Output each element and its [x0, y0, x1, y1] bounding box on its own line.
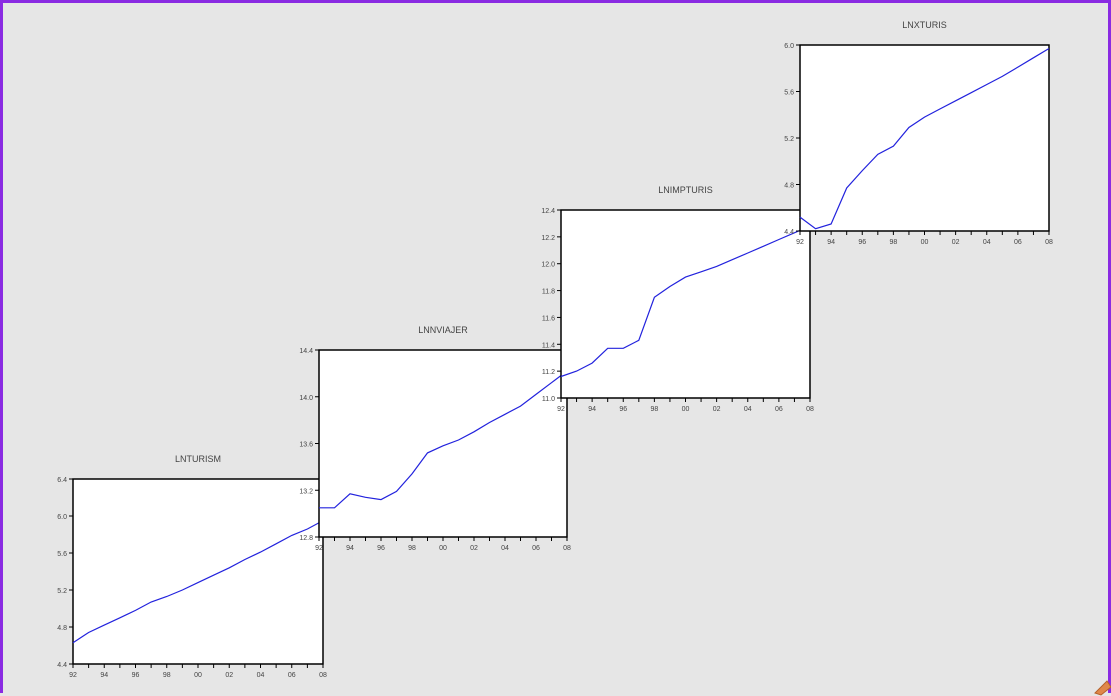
chart-title: LNXTURIS	[902, 20, 947, 30]
x-tick-label: 02	[713, 406, 721, 413]
series-line-lnxturis	[799, 47, 1050, 230]
plot-area	[560, 209, 811, 399]
y-tick-label: 11.2	[542, 369, 555, 376]
y-tick-label: 12.8	[299, 535, 313, 542]
x-tick-label: 04	[744, 406, 752, 413]
x-tick-label: 00	[439, 545, 447, 552]
x-tick-label: 06	[775, 406, 783, 413]
chart-panel-1: LNTURISM 92 94 96 98 00 02 04 06 08 4.4 4.8 5.2 5.6 6.…	[57, 454, 327, 679]
y-tick-label: 11.8	[542, 289, 555, 296]
y-tick-label: 11.0	[542, 396, 555, 403]
x-tick-label: 96	[377, 545, 385, 552]
x-tick-label: 08	[319, 672, 327, 679]
x-tick-label: 06	[1014, 239, 1022, 246]
y-tick-label: 4.4	[784, 229, 794, 236]
y-tick-label: 4.4	[57, 662, 67, 669]
chart-svg: LNTURISM 92 94 96 98 00 02 04 06 08 4.4 4.8 5.2 5.6 6.…	[57, 20, 1111, 696]
x-tick-label: 94	[588, 406, 596, 413]
chart-title: LNIMPTURIS	[658, 185, 713, 195]
y-tick-label: 12.2	[541, 235, 555, 242]
x-tick-label: 92	[69, 672, 77, 679]
x-tick-label: 04	[983, 239, 991, 246]
y-tick-label: 4.8	[57, 625, 67, 632]
x-tick-label: 92	[557, 406, 565, 413]
chart-title: LNNVIAJER	[418, 325, 468, 335]
y-tick-label: 12.4	[541, 208, 555, 215]
x-tick-label: 00	[921, 239, 929, 246]
x-tick-label: 96	[858, 239, 866, 246]
x-tick-label: 04	[501, 545, 509, 552]
x-tick-label: 06	[288, 672, 296, 679]
chart-panel-4: LNXTURIS 92 94 96 98 00 02 04 06 08 4.4 4.8 5.2 5.6 6.…	[784, 20, 1053, 246]
x-tick-label: 92	[796, 239, 804, 246]
series-line-lnimpturis	[560, 225, 811, 378]
y-tick-label: 13.2	[299, 488, 313, 495]
plot-area	[318, 349, 568, 538]
plot-area	[72, 478, 324, 665]
x-tick-label: 00	[194, 672, 202, 679]
x-tick-label: 98	[889, 239, 897, 246]
y-tick-label: 5.2	[57, 588, 67, 595]
x-tick-label: 94	[827, 239, 835, 246]
x-tick-label: 96	[619, 406, 627, 413]
x-tick-label: 94	[346, 545, 354, 552]
x-tick-label: 00	[682, 406, 690, 413]
series-line-lnturism	[72, 520, 324, 644]
y-tick-label: 6.4	[57, 477, 67, 484]
x-tick-label: 02	[952, 239, 960, 246]
x-tick-label: 98	[408, 545, 416, 552]
x-tick-label: 04	[257, 672, 265, 679]
y-tick-label: 12.0	[541, 262, 555, 269]
y-tick-label: 6.0	[57, 514, 67, 521]
x-tick-label: 98	[163, 672, 171, 679]
y-tick-label: 11.6	[542, 315, 555, 322]
y-tick-label: 4.8	[784, 183, 794, 190]
x-tick-label: 08	[563, 545, 571, 552]
y-tick-label: 5.6	[57, 551, 67, 558]
x-tick-label: 94	[100, 672, 108, 679]
plot-area	[799, 44, 1050, 232]
y-tick-label: 14.4	[299, 348, 313, 355]
y-tick-label: 13.6	[299, 442, 313, 449]
x-tick-label: 02	[225, 672, 233, 679]
x-tick-label: 08	[806, 406, 814, 413]
chart-title: LNTURISM	[175, 454, 221, 464]
x-tick-label: 96	[132, 672, 140, 679]
x-tick-label: 92	[315, 545, 323, 552]
series-line-lnnviajer	[319, 370, 568, 509]
y-tick-label: 6.0	[784, 43, 794, 50]
x-tick-label: 08	[1045, 239, 1053, 246]
chart-panel-2: LNNVIAJER 92 94 96 98 00 02 04 06 08 12.8 13.2 13.6 1…	[299, 325, 571, 552]
chart-panel-3: LNIMPTURIS 92 94 96 98 00 02 04 06 08 11.0 11.2 11.4…	[541, 185, 814, 413]
x-tick-label: 98	[650, 406, 658, 413]
x-tick-label: 02	[470, 545, 478, 552]
x-tick-label: 06	[532, 545, 540, 552]
y-tick-label: 5.6	[784, 90, 794, 97]
y-tick-label: 11.4	[542, 342, 555, 349]
y-tick-label: 14.0	[299, 395, 313, 402]
y-tick-label: 5.2	[784, 136, 794, 143]
